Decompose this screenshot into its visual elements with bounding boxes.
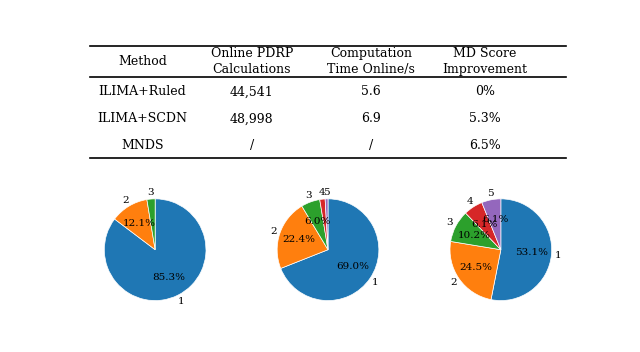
Text: /: / [369,139,373,152]
Text: ILIMA+Ruled: ILIMA+Ruled [99,85,186,98]
Wedge shape [115,200,155,250]
Wedge shape [147,199,155,250]
Text: 1: 1 [555,251,561,260]
Text: 48,998: 48,998 [230,112,274,125]
Text: 2: 2 [270,227,277,236]
Text: 6.5%: 6.5% [469,139,501,152]
Wedge shape [320,199,328,250]
Text: 2: 2 [451,278,457,287]
Wedge shape [450,241,501,300]
Text: 10.2%: 10.2% [458,231,490,240]
Text: 69.0%: 69.0% [337,262,370,271]
Text: 6.0%: 6.0% [304,216,331,226]
Text: Computation
Time Online/s: Computation Time Online/s [327,47,415,76]
Text: 1: 1 [177,297,184,306]
Text: 5.6: 5.6 [361,85,381,98]
Text: 6.9: 6.9 [361,112,381,125]
Text: 3: 3 [305,191,312,200]
Wedge shape [277,206,328,269]
Wedge shape [104,199,206,301]
Wedge shape [451,213,501,250]
Text: 6.1%: 6.1% [482,215,508,224]
Text: ILIMA+SCDN: ILIMA+SCDN [97,112,188,125]
Text: MD Score
Improvement: MD Score Improvement [443,47,527,76]
Text: 22.4%: 22.4% [283,235,316,244]
Text: 2: 2 [122,196,129,205]
Text: MNDS: MNDS [121,139,164,152]
Wedge shape [325,199,328,250]
Text: 5: 5 [486,189,493,198]
Wedge shape [281,199,379,301]
Text: 1: 1 [372,277,379,287]
Text: 44,541: 44,541 [230,85,274,98]
Text: 4: 4 [467,197,473,206]
Text: 4: 4 [318,188,325,197]
Text: 24.5%: 24.5% [460,263,492,272]
Wedge shape [482,199,501,250]
Text: Method: Method [118,55,167,68]
Wedge shape [302,200,328,250]
Text: 12.1%: 12.1% [123,219,156,228]
Wedge shape [491,199,552,301]
Text: 53.1%: 53.1% [515,248,548,257]
Text: 85.3%: 85.3% [152,272,185,282]
Text: 3: 3 [147,188,154,197]
Text: 3: 3 [447,219,453,227]
Text: 6.1%: 6.1% [471,220,497,228]
Text: Online PDRP
Calculations: Online PDRP Calculations [211,47,293,76]
Text: 5: 5 [323,188,330,197]
Text: /: / [250,139,254,152]
Text: 0%: 0% [475,85,495,98]
Wedge shape [465,202,501,250]
Text: 5.3%: 5.3% [469,112,501,125]
